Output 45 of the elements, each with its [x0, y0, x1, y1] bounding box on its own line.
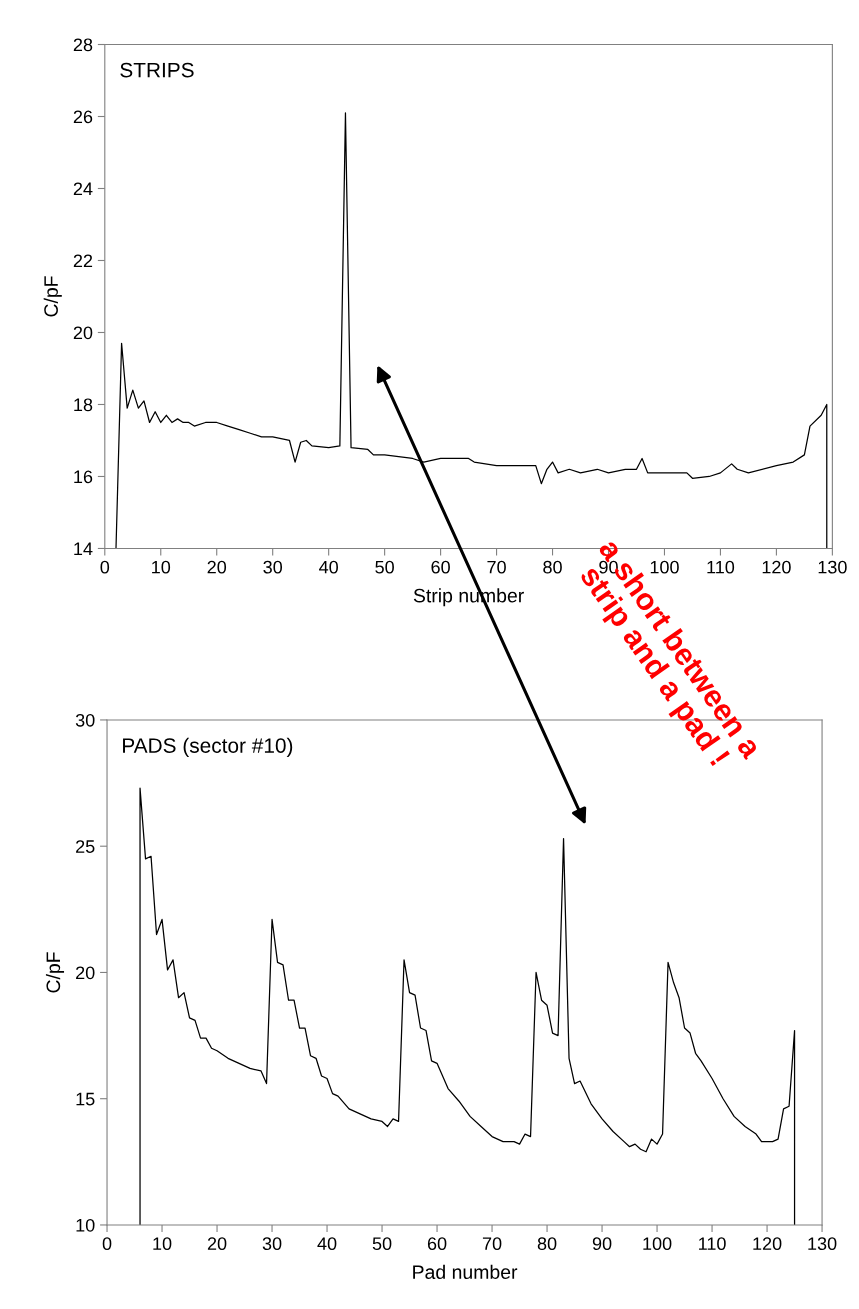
x-axis-title: Pad number	[413, 1264, 518, 1279]
x-tick-label: 70	[482, 1237, 502, 1251]
y-tick-label: 22	[73, 254, 93, 268]
y-tick-label: 14	[74, 542, 93, 556]
x-tick-label: 30	[262, 1237, 282, 1251]
x-tick-label: 40	[317, 1237, 337, 1251]
x-tick-label: 110	[699, 1237, 726, 1251]
x-tick-label: 130	[818, 560, 847, 574]
y-tick-label: 24	[73, 182, 93, 196]
x-tick-label: 60	[431, 560, 450, 574]
y-tick-label: 20	[73, 326, 93, 340]
y-axis-title: C/pF	[45, 952, 65, 993]
x-tick-label: 30	[263, 560, 283, 574]
x-tick-label: 60	[427, 1237, 447, 1251]
y-tick-label: 10	[76, 1218, 95, 1232]
x-tick-label: 0	[102, 1237, 112, 1251]
x-tick-label: 120	[762, 560, 791, 574]
x-tick-label: 40	[319, 560, 338, 574]
x-tick-label: 130	[808, 1237, 837, 1251]
y-tick-label: 28	[73, 38, 93, 52]
x-tick-label: 0	[100, 560, 110, 574]
x-tick-label: 100	[643, 1237, 672, 1251]
x-tick-label: 120	[753, 1237, 782, 1251]
x-tick-label: 80	[543, 560, 562, 574]
y-tick-label: 25	[76, 840, 95, 853]
x-tick-label: 20	[207, 560, 227, 574]
y-tick-label: 26	[73, 110, 93, 124]
y-tick-label: 20	[76, 966, 95, 980]
text: STRIPS	[120, 62, 194, 78]
x-tick-label: 20	[207, 1237, 227, 1251]
x-tick-label: 90	[592, 1237, 612, 1251]
x-tick-label: 50	[375, 560, 394, 574]
x-tick-label: 80	[537, 1237, 557, 1251]
x-tick-label: 10	[153, 1237, 172, 1251]
y-axis-title: C/pF	[43, 276, 62, 317]
text: PADS (sector #10)	[123, 737, 293, 758]
y-tick-label: 16	[74, 470, 93, 484]
x-tick-label: 110	[707, 560, 735, 574]
x-tick-label: 50	[372, 1237, 392, 1251]
y-tick-label: 30	[75, 713, 95, 727]
y-tick-label: 18	[74, 398, 93, 412]
x-tick-label: 10	[152, 560, 171, 574]
line-series	[139, 787, 796, 1225]
x-tick-label: 70	[487, 560, 506, 574]
y-tick-label: 15	[76, 1092, 95, 1106]
